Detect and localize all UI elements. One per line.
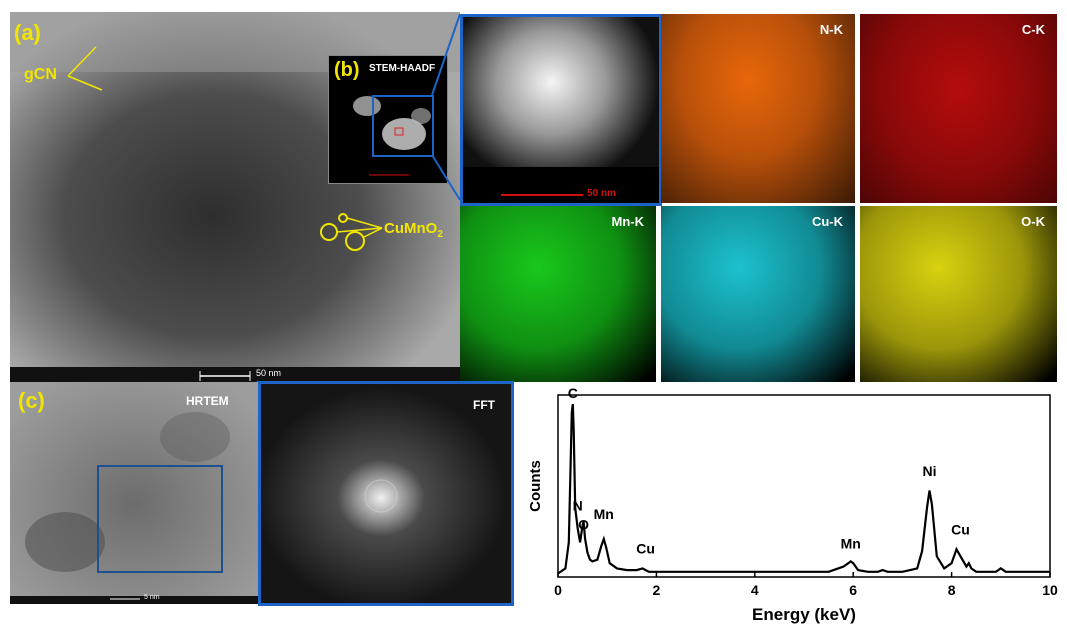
peak-label: Mn	[841, 536, 861, 552]
x-tick-label: 2	[653, 582, 661, 598]
map-o-k-label: O-K	[1021, 214, 1045, 229]
panel-c-label: (c)	[18, 388, 45, 413]
plot-frame	[557, 394, 1051, 578]
peak-label: Ni	[922, 463, 936, 479]
eds-spectrum-line	[557, 403, 1050, 575]
map-c-k: C-K	[860, 14, 1057, 203]
map-n-k: N-K	[661, 14, 855, 203]
panel-a-scale-label: 50 nm	[256, 368, 282, 378]
gcn-label: gCN	[24, 66, 57, 83]
map-mn-k-label: Mn-K	[611, 214, 645, 229]
x-tick-label: 6	[849, 582, 857, 598]
eds-spectrum-chart: 0 2 4 6 8 10 Energy (keV) Counts C N O Mn Cu Mn Ni Cu	[520, 383, 1067, 630]
map-o-k: O-K	[860, 206, 1057, 382]
peak-label: O	[578, 517, 589, 533]
map-cu-k-label: Cu-K	[811, 214, 843, 229]
x-tick-label: 10	[1042, 582, 1058, 598]
fft-title: FFT	[473, 398, 495, 412]
stem-haadf-image	[353, 95, 434, 176]
peak-label: Cu	[951, 522, 970, 538]
map-c-k-label: C-K	[1021, 22, 1045, 37]
cumno2-label: CuMnO2	[384, 220, 443, 240]
peak-label: C	[568, 385, 578, 401]
stem-zoom-scale-label: 50 nm	[587, 188, 616, 199]
x-tick-label: 8	[948, 582, 956, 598]
hrtem-title: HRTEM	[186, 394, 229, 408]
fft-panel: FFT	[258, 381, 514, 606]
x-tick-label: 0	[554, 582, 562, 598]
peak-label: N	[573, 497, 583, 513]
hrtem-scale-label: 5 nm	[144, 594, 160, 601]
stem-haadf-title: STEM-HAADF	[369, 63, 436, 74]
eds-spectrum-svg: 0 2 4 6 8 10 Energy (keV) Counts C NO Mn Cu Mn Ni Cu	[527, 385, 1058, 624]
map-cu-k: Cu-K	[661, 206, 855, 382]
hrtem-image	[10, 382, 258, 604]
peak-label: Mn	[594, 506, 614, 522]
stem-zoom-image	[463, 17, 659, 203]
stem-haadf-inset: STEM-HAADF (b)	[328, 55, 448, 184]
panel-b-label: (b)	[334, 59, 360, 81]
map-n-k-label: N-K	[819, 22, 843, 37]
x-tick-label: 4	[751, 582, 759, 598]
stem-zoom-panel: 50 nm	[460, 14, 662, 206]
peak-label: Cu	[636, 541, 655, 557]
x-axis-label: Energy (keV)	[752, 605, 856, 624]
fft-image	[261, 384, 511, 603]
panel-a-label: (a)	[14, 20, 41, 45]
map-mn-k: Mn-K	[460, 206, 656, 382]
hrtem-panel: (c) HRTEM 5 nm	[10, 382, 258, 604]
y-axis-label: Counts	[527, 460, 544, 512]
